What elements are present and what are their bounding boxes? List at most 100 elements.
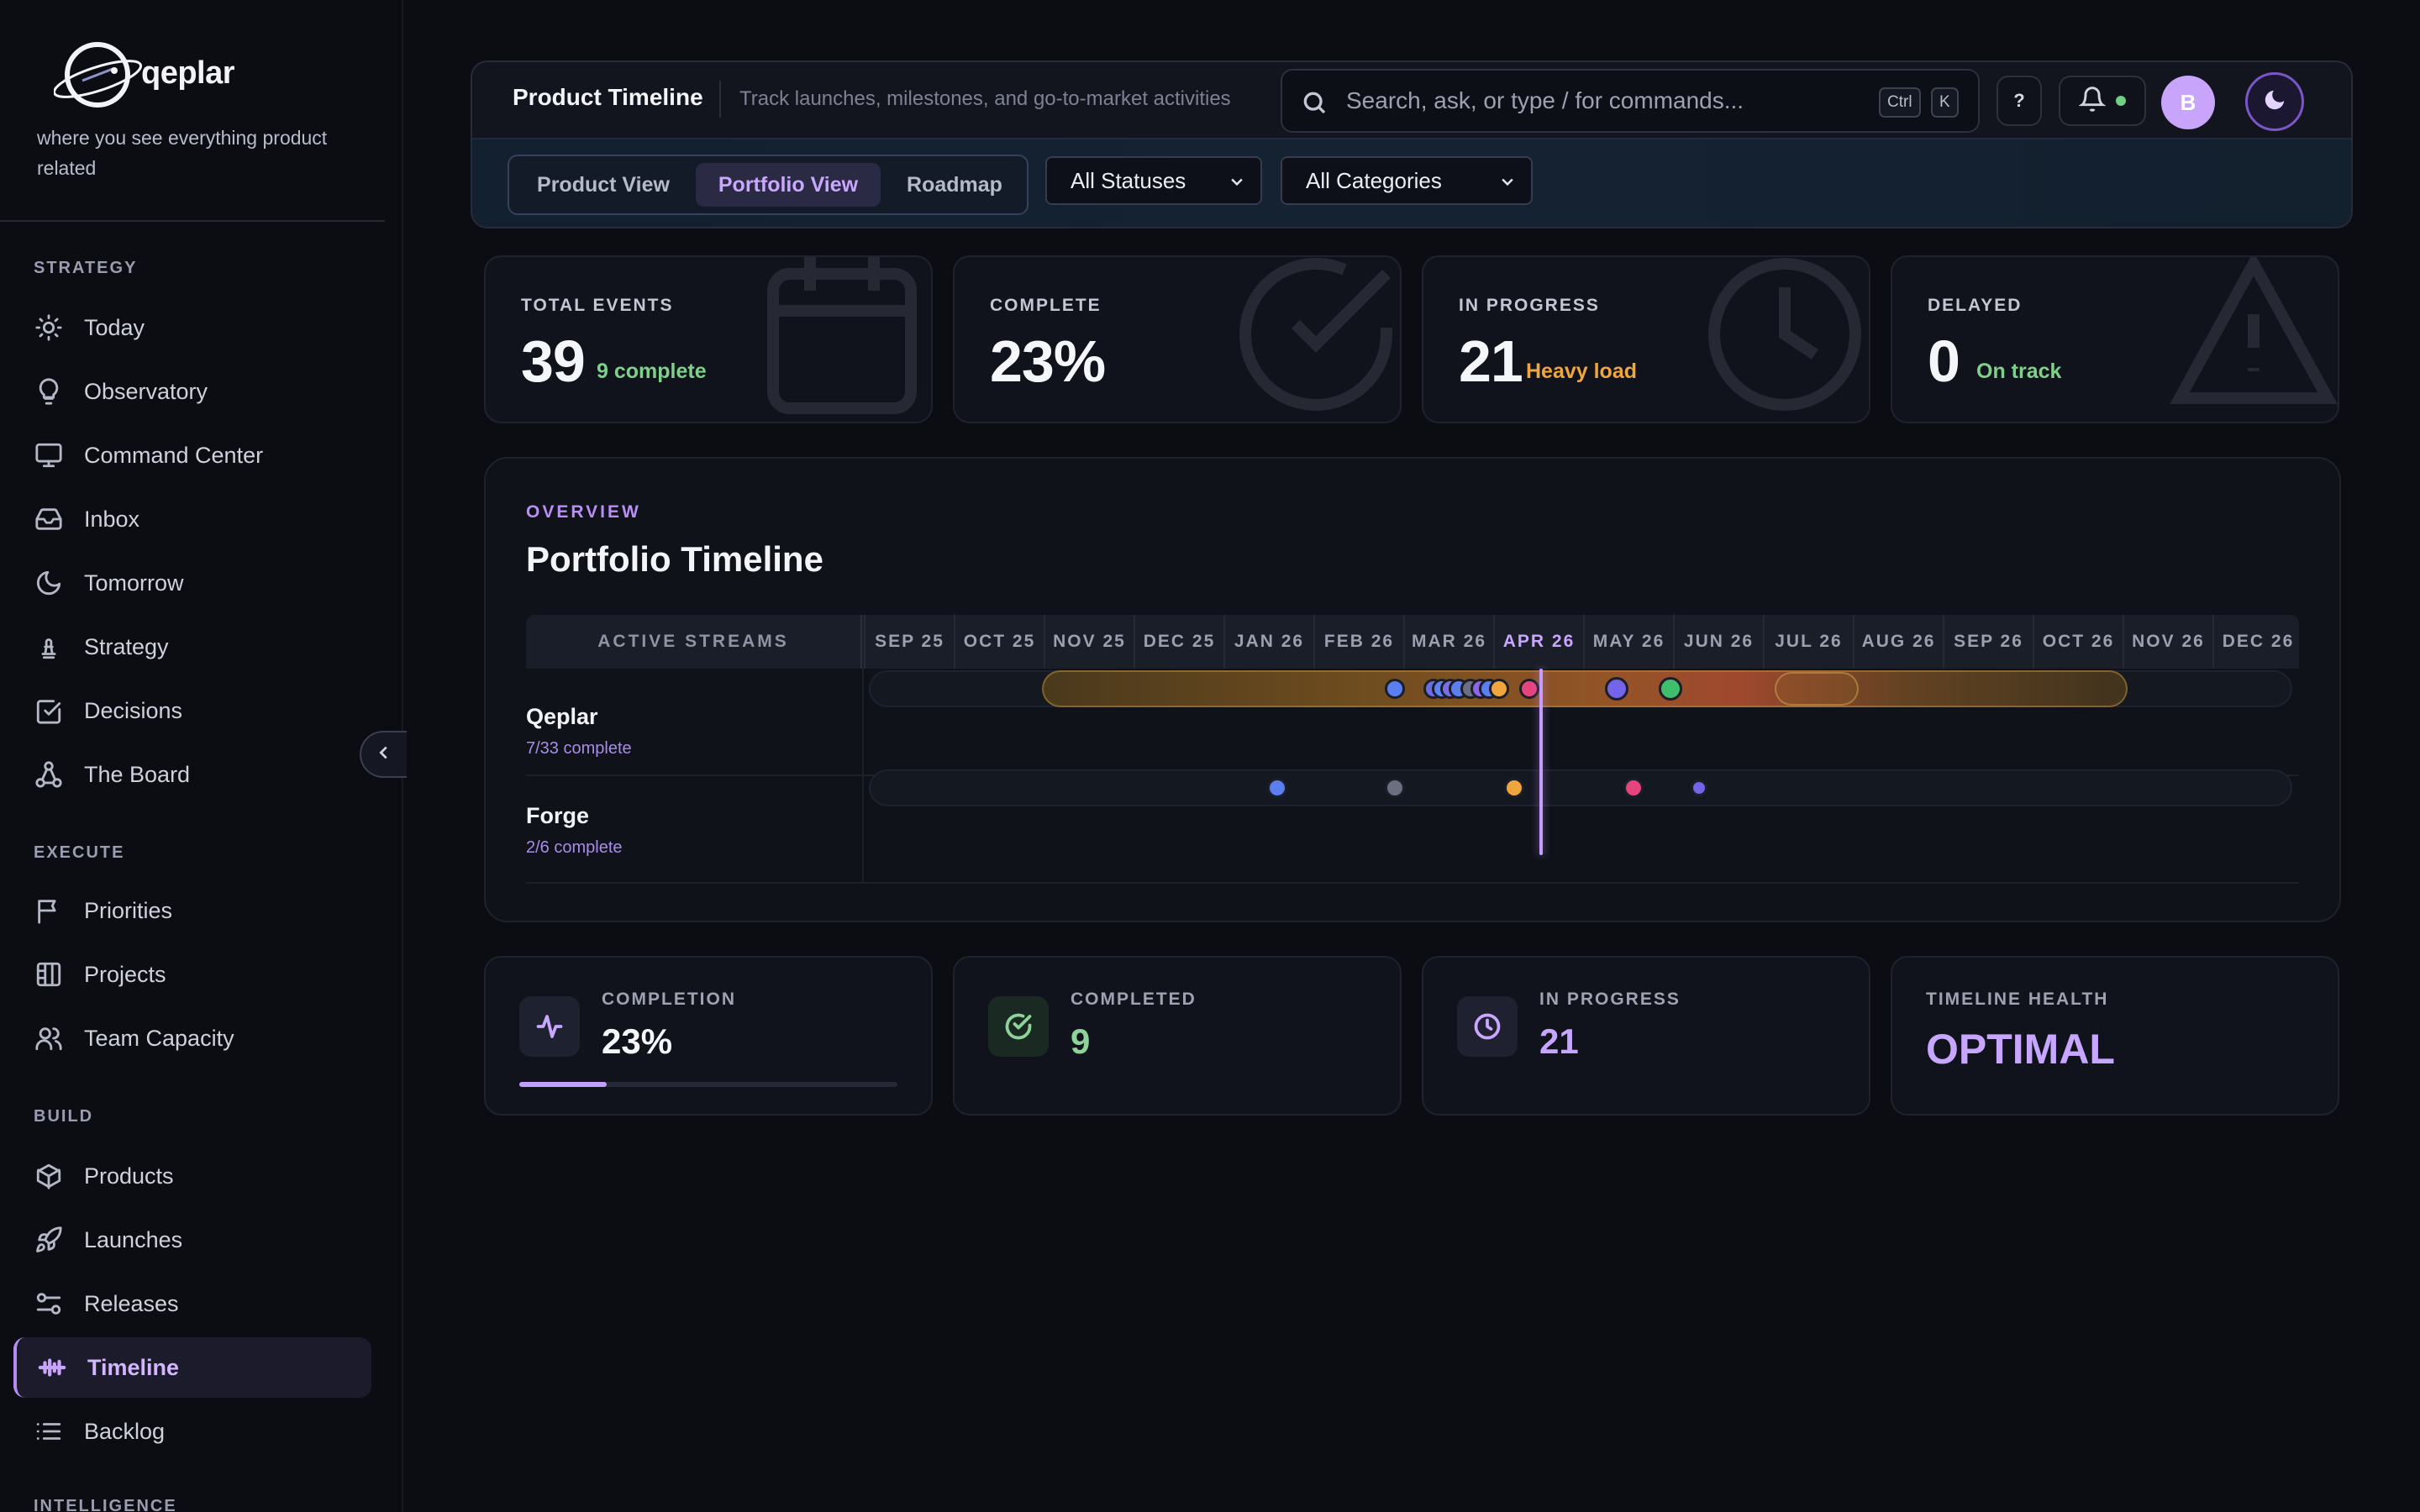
stream-column-divider [862,669,864,884]
sidebar-item-label: Products [84,1163,174,1189]
sidebar-item-decisions[interactable]: Decisions [13,680,371,741]
stat-note: On track [1976,360,2061,384]
rocket-icon [34,1225,64,1255]
timeline-event[interactable] [1519,679,1539,699]
stat-card-complete: COMPLETE 23% [953,255,1402,423]
sidebar-item-label: Team Capacity [84,1026,234,1052]
brand-tagline: where you see everything product related [37,123,339,183]
sidebar-item-priorities[interactable]: Priorities [13,880,371,941]
category-filter-select[interactable]: All Categories [1281,156,1533,205]
month-label: JAN 26 [1223,615,1313,669]
section-label-build: BUILD [34,1107,93,1126]
portfolio-timeline-card: OVERVIEW Portfolio Timeline ACTIVE STREA… [484,457,2341,922]
help-icon: ? [2013,90,2024,112]
sidebar-item-inbox[interactable]: Inbox [13,489,371,549]
sidebar-item-tomorrow[interactable]: Tomorrow [13,553,371,613]
sidebar-item-observatory[interactable]: Observatory [13,361,371,422]
category-filter-value: All Categories [1306,168,1442,193]
timeline-title: Portfolio Timeline [526,539,823,580]
collapse-sidebar-button[interactable] [360,731,407,778]
sidebar-item-label: Releases [84,1291,179,1317]
status-filter-select[interactable]: All Statuses [1045,156,1262,205]
timeline-event[interactable] [1385,778,1405,798]
sidebar-item-backlog[interactable]: Backlog [13,1401,371,1462]
stat-note: 9 complete [597,360,707,384]
timeline-event[interactable] [1623,778,1644,798]
timeline-event[interactable] [1489,679,1509,699]
month-label: MAY 26 [1583,615,1673,669]
sidebar-item-label: Tomorrow [84,570,184,596]
sidebar-item-label: Command Center [84,443,263,469]
stat-label: TOTAL EVENTS [521,296,674,316]
columns-icon [34,959,64,990]
theme-toggle-button[interactable] [2245,72,2304,131]
metric-label: TIMELINE HEALTH [1926,990,2108,1010]
timeline-event[interactable] [1385,679,1405,699]
metric-label: COMPLETED [1071,990,1197,1010]
sidebar-item-label: Launches [84,1227,182,1253]
stat-card-total-events: TOTAL EVENTS 39 9 complete [484,255,933,423]
sidebar-item-projects[interactable]: Projects [13,944,371,1005]
inbox-icon [34,504,64,534]
check-circle-icon [1232,255,1400,418]
clock-icon [1457,996,1518,1057]
metric-card-in-progress: IN PROGRESS 21 [1422,956,1870,1116]
sidebar-item-strategy[interactable]: Strategy [13,617,371,677]
overview-label: OVERVIEW [526,502,641,522]
completion-progress-bar [519,1082,897,1087]
timeline-event[interactable] [1267,778,1287,798]
section-label-execute: EXECUTE [34,843,124,863]
qeplar-logo-icon [54,37,146,113]
stat-value: 39 [521,328,585,395]
moon-icon [34,568,64,598]
today-marker [1539,669,1543,855]
stat-label: DELAYED [1928,296,2022,316]
sidebar-item-releases[interactable]: Releases [13,1273,371,1334]
moon-icon [2262,87,2287,117]
shortcut-key-k: K [1931,87,1959,118]
timeline-event[interactable] [1659,677,1682,701]
month-label: APR 26 [1493,615,1583,669]
monitor-icon [34,440,64,470]
notifications-button[interactable] [2059,76,2146,126]
sidebar-item-launches[interactable]: Launches [13,1210,371,1270]
timeline-event[interactable] [1605,677,1628,701]
tab-roadmap[interactable]: Roadmap [886,163,1023,207]
sidebar-item-today[interactable]: Today [13,297,371,358]
shortcut-key-ctrl: Ctrl [1879,87,1921,118]
list-icon [34,1416,64,1446]
help-button[interactable]: ? [1996,76,2042,126]
network-icon [34,759,64,790]
sidebar-item-label: Observatory [84,379,208,405]
flag-icon [34,895,64,926]
timeline-health-value: OPTIMAL [1926,1025,2115,1074]
avatar[interactable]: B [2161,76,2215,129]
sidebar: qeplar where you see everything product … [0,0,403,1512]
sidebar-item-label: Decisions [84,698,182,724]
sidebar-item-the-board[interactable]: The Board [13,744,371,805]
sidebar-item-timeline[interactable]: Timeline [13,1337,371,1398]
sidebar-divider [0,220,385,222]
timeline-event[interactable] [1504,778,1524,798]
tab-portfolio-view[interactable]: Portfolio View [696,163,881,207]
sidebar-item-products[interactable]: Products [13,1146,371,1206]
header-top-bar: Product Timeline Track launches, milesto… [472,62,2351,138]
sidebar-item-team-capacity[interactable]: Team Capacity [13,1008,371,1068]
page-subtitle: Track launches, milestones, and go-to-ma… [739,87,1231,111]
tab-product-view[interactable]: Product View [516,163,691,207]
metric-label: IN PROGRESS [1539,990,1681,1010]
search-input[interactable]: Search, ask, or type / for commands... [1346,87,1744,114]
checklist-icon [34,696,64,726]
stream-name-forge[interactable]: Forge [526,803,589,829]
command-search[interactable]: Search, ask, or type / for commands... C… [1281,69,1980,133]
calendar-icon [763,255,931,418]
page-title: Product Timeline [513,84,703,111]
metric-card-timeline-health: TIMELINE HEALTH OPTIMAL [1891,956,2339,1116]
active-streams-header: ACTIVE STREAMS [526,615,862,669]
page-header: Product Timeline Track launches, milesto… [471,60,2353,228]
sidebar-item-command-center[interactable]: Command Center [13,425,371,486]
stream-name-qeplar[interactable]: Qeplar [526,704,598,730]
bell-icon [2079,86,2106,117]
timeline-event[interactable] [1691,780,1707,796]
month-label: SEP 26 [1943,615,2033,669]
